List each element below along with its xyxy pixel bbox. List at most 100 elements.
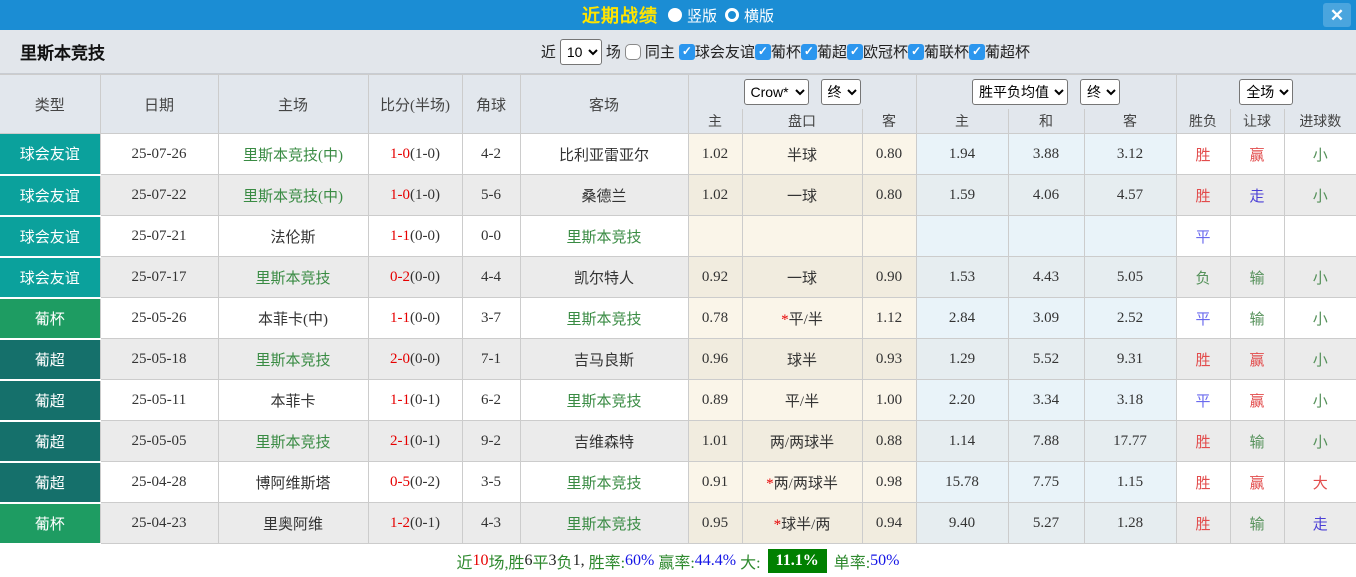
col-header-handicap-line: 盘口	[741, 108, 863, 134]
score-cell: 1-1(0-0)	[367, 215, 463, 257]
radio-unselected-icon[interactable]	[725, 8, 739, 22]
home-team-cell[interactable]: 本菲卡	[217, 379, 369, 421]
summary-segment: 单率:	[829, 554, 871, 572]
match-row: 葡杯 25-05-26 本菲卡(中) 1-1(0-0) 3-7 里斯本竞技 0.78 *平/半…	[0, 297, 1356, 340]
bookmaker-select[interactable]: Crow*	[743, 78, 809, 105]
summary-footer: 近 10 场,胜 6 平 3 负 1, 胜率: 60% 赢率: 44.4% 大: 11.1% 单率…	[0, 545, 1356, 577]
date-cell: 25-05-26	[99, 297, 219, 339]
col-header-type: 类型	[0, 74, 101, 134]
handicap-line-cell: 球半	[741, 338, 863, 380]
scope-select[interactable]: 全场	[1239, 78, 1294, 105]
home-team-cell[interactable]: 里斯本竞技(中)	[217, 174, 369, 216]
type-cell: 球会友谊	[0, 215, 101, 258]
home-team-cell[interactable]: 里斯本竞技	[217, 420, 369, 462]
col-header-avg-away: 客	[1083, 108, 1177, 134]
avg-draw-cell: 4.06	[1007, 174, 1085, 216]
type-cell: 葡杯	[0, 502, 101, 545]
home-odds-cell: 0.78	[687, 297, 743, 339]
radio-selected-icon[interactable]	[667, 8, 682, 22]
corner-cell: 7-1	[461, 338, 521, 380]
home-odds-cell: 0.89	[687, 379, 743, 421]
home-team-cell[interactable]: 里斯本竞技(中)	[217, 133, 369, 175]
competition-checkbox[interactable]: ✓	[907, 43, 924, 60]
competition-checkbox[interactable]: ✓	[678, 43, 695, 60]
away-team-cell[interactable]: 吉维森特	[519, 420, 689, 462]
competition-filter-item: ✓ 葡超杯	[968, 41, 1030, 62]
result-cell: 负	[1175, 256, 1231, 298]
radio-horizontal-view[interactable]: 横版	[725, 5, 774, 26]
close-icon[interactable]: ✕	[1323, 3, 1351, 27]
home-odds-cell	[687, 215, 743, 257]
handicap-result-cell: 输	[1229, 256, 1285, 298]
match-row: 球会友谊 25-07-26 里斯本竞技(中) 1-0(1-0) 4-2 比利亚雷亚尔 1.0…	[0, 133, 1356, 176]
avg-away-cell: 3.12	[1083, 133, 1177, 175]
handicap-result-cell: 赢	[1229, 133, 1285, 175]
type-cell: 球会友谊	[0, 256, 101, 299]
avg-home-cell: 1.59	[915, 174, 1009, 216]
home-team-cell[interactable]: 法伦斯	[217, 215, 369, 257]
handicap-result-cell: 输	[1229, 420, 1285, 462]
away-team-cell[interactable]: 里斯本竞技	[519, 215, 689, 257]
avg-home-cell: 1.94	[915, 133, 1009, 175]
date-cell: 25-07-22	[99, 174, 219, 216]
avg-draw-cell: 7.75	[1007, 461, 1085, 503]
summary-segment: 3	[548, 551, 557, 569]
match-count-select[interactable]: 10	[559, 38, 602, 65]
competition-checkbox[interactable]: ✓	[754, 43, 771, 60]
corner-cell: 4-3	[461, 502, 521, 544]
away-odds-cell: 0.88	[861, 420, 917, 462]
col-header-avg-draw: 和	[1007, 108, 1085, 134]
away-odds-cell	[861, 215, 917, 257]
avg-away-cell: 3.18	[1083, 379, 1177, 421]
avg-draw-cell: 7.88	[1007, 420, 1085, 462]
home-team-cell[interactable]: 里奥阿维	[217, 502, 369, 544]
away-team-cell[interactable]: 吉马良斯	[519, 338, 689, 380]
competition-checkbox[interactable]: ✓	[800, 43, 817, 60]
handicap-line-cell: *平/半	[741, 297, 863, 339]
away-team-cell[interactable]: 比利亚雷亚尔	[519, 133, 689, 175]
score-cell: 1-1(0-1)	[367, 379, 463, 421]
handicap-result-cell: 赢	[1229, 379, 1285, 421]
competition-checkbox[interactable]: ✓	[846, 43, 863, 60]
home-team-cell[interactable]: 里斯本竞技	[217, 338, 369, 380]
away-odds-cell: 0.80	[861, 174, 917, 216]
score-cell: 2-0(0-0)	[367, 338, 463, 380]
goals-result-cell: 小	[1283, 297, 1356, 339]
goals-result-cell: 小	[1283, 379, 1356, 421]
avg-home-cell: 1.53	[915, 256, 1009, 298]
handicap-line-cell: 一球	[741, 256, 863, 298]
avg-away-cell: 4.57	[1083, 174, 1177, 216]
result-cell: 胜	[1175, 461, 1231, 503]
away-odds-cell: 0.94	[861, 502, 917, 544]
competition-filter-list: ✓ 球会友谊 ✓ 葡杯 ✓ 葡超 ✓ 欧冠杯 ✓ 葡联杯 ✓ 葡超杯	[678, 41, 1030, 62]
home-odds-cell: 0.96	[687, 338, 743, 380]
col-header-corner: 角球	[461, 74, 521, 134]
same-home-checkbox[interactable]	[624, 43, 641, 60]
away-team-cell[interactable]: 桑德兰	[519, 174, 689, 216]
home-odds-cell: 1.02	[687, 133, 743, 175]
competition-label: 葡超杯	[984, 45, 1030, 61]
competition-checkbox[interactable]: ✓	[968, 43, 985, 60]
summary-segment: 负	[556, 554, 573, 572]
corner-cell: 5-6	[461, 174, 521, 216]
home-team-cell[interactable]: 本菲卡(中)	[217, 297, 369, 339]
bookmaker-state-select[interactable]: 终	[820, 78, 861, 105]
avg-home-cell: 2.20	[915, 379, 1009, 421]
average-select[interactable]: 胜平负均值	[972, 78, 1069, 105]
avg-away-cell: 17.77	[1083, 420, 1177, 462]
home-team-cell[interactable]: 博阿维斯塔	[217, 461, 369, 503]
away-team-cell[interactable]: 里斯本竞技	[519, 502, 689, 544]
away-team-cell[interactable]: 里斯本竞技	[519, 297, 689, 339]
away-team-cell[interactable]: 凯尔特人	[519, 256, 689, 298]
away-team-cell[interactable]: 里斯本竞技	[519, 379, 689, 421]
average-state-select[interactable]: 终	[1080, 78, 1121, 105]
result-cell: 平	[1175, 297, 1231, 339]
home-team-cell[interactable]: 里斯本竞技	[217, 256, 369, 298]
competition-filter-item: ✓ 葡超	[800, 41, 847, 62]
away-team-cell[interactable]: 里斯本竞技	[519, 461, 689, 503]
summary-segment: 50%	[870, 551, 900, 569]
handicap-line-cell: *两/两球半	[741, 461, 863, 503]
goals-result-cell: 小	[1283, 256, 1356, 298]
radio-vertical-view[interactable]: 竖版	[667, 5, 717, 26]
avg-home-cell	[915, 215, 1009, 257]
